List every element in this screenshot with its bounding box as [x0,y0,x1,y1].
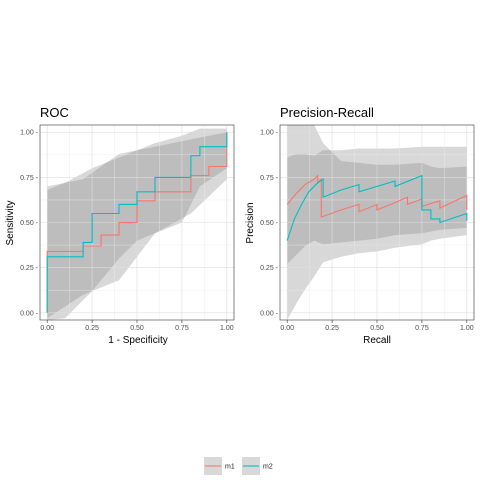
roc-y-axis-label: Sensitivity [5,200,16,245]
roc-x-tick-label: 1.00 [220,325,234,332]
legend-label-m2: m2 [263,464,273,471]
pr-y-axis-label: Precision [245,202,256,243]
pr-title: Precision-Recall [280,105,374,120]
roc-y-tick-label: 0.25 - [20,265,39,272]
roc-y-tick-label: 0.00 - [20,310,39,317]
roc-m2-line [46,132,228,313]
pr-m2-line [286,174,468,241]
pr-y-tick-label: 0.75 - [260,175,279,182]
roc-x-axis-label: 1 - Specificity [108,335,167,346]
pr-x-axis-label: Recall [363,335,391,346]
pr-x-tick-label: 1.00 [460,325,474,332]
roc-x-tick-label: 0.50 [130,325,144,332]
pr-x-tick-label: 0.00 [280,325,294,332]
roc-y-tick-label: 1.00 - [20,130,39,137]
legend: m1 m2 [204,457,273,475]
pr-x-tick-label: 0.75 [415,325,429,332]
pr-y-tick-label: 0.00 - [260,310,279,317]
pr-m1-line [286,174,468,218]
pr-y-tick-label: 0.25 - [260,265,279,272]
roc-x-tick-label: 0.00 [40,325,54,332]
roc-y-tick-label: 0.75 - [20,175,39,182]
roc-panel: ROC 0.00 0.25 0.50 0.75 1.00 0.00 - 0.25 - 0.50… [5,105,235,346]
roc-title: ROC [40,105,69,120]
legend-label-m1: m1 [225,464,235,471]
roc-y-tick-label: 0.50 - [20,220,39,227]
roc-x-tick-label: 0.25 [85,325,99,332]
roc-x-tick-label: 0.75 [175,325,189,332]
pr-panel: Precision-Recall 0.00 0.25 0.50 0.75 1.00 0.0… [245,105,475,346]
pr-y-tick-label: 1.00 - [260,130,279,137]
pr-x-tick-label: 0.50 [370,325,384,332]
pr-x-tick-label: 0.25 [325,325,339,332]
pr-y-tick-label: 0.50 - [260,220,279,227]
